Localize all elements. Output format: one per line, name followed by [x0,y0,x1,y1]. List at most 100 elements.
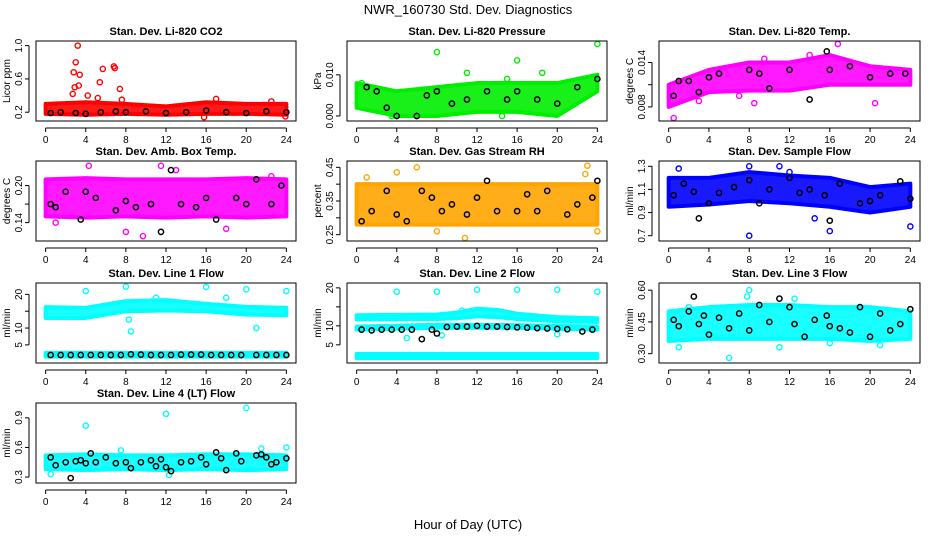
black-data-point [393,112,401,120]
y-tick-label: 0.9 [14,410,25,424]
black-data-point [428,194,436,201]
x-tick-label: 16 [512,377,524,388]
black-data-point [670,191,678,199]
black-data-point [82,188,90,196]
black-data-point [876,191,884,199]
panel-9: Stan. Dev. Line 3 Flow ml/min 0 4 8 12 16 20 24 0… [625,268,921,388]
x-tick-label: 24 [592,377,604,388]
black-data-point [262,351,270,359]
x-tick-label: 20 [864,135,876,146]
x-tick-label: 12 [160,255,172,266]
data-point [222,294,230,302]
black-data-point [493,323,501,330]
black-data-point [675,322,683,330]
data-point [826,227,834,235]
x-tick-label: 16 [824,135,836,146]
black-data-point [573,201,581,208]
black-data-point [232,450,240,457]
black-data-point [705,199,713,207]
black-data-point [127,464,135,472]
black-data-point [705,73,713,81]
black-data-point [786,66,793,74]
data-cloud [43,298,289,320]
black-data-point [252,176,260,183]
panel-title: Stan. Dev. Line 1 Flow [108,268,224,280]
x-tick-label: 16 [512,255,524,266]
black-data-point [823,48,831,55]
black-data-point [72,109,80,117]
black-data-point [77,456,85,464]
panel-6: Stan. Dev. Sample Flow ml/min 0 4 8 12 16 20 24 0… [625,146,921,266]
black-data-point [92,458,100,466]
black-data-point [513,324,521,331]
panel-title: Stan. Dev. Line 2 Flow [419,268,535,280]
x-tick-label: 24 [905,377,917,388]
data-point [117,447,125,454]
x-tick-label: 8 [746,377,752,388]
data-cloud [666,170,913,215]
data-point [907,223,914,230]
black-data-point [283,108,290,116]
data-point [127,328,135,335]
x-tick-label: 0 [354,377,360,388]
black-data-point [358,326,365,333]
y-tick-label: 0.014 [637,50,648,75]
y-axis-label: degrees C [625,58,636,104]
black-data-point [117,351,125,359]
panel-8: Stan. Dev. Line 2 Flow ml/min 0 4 8 12 16 20 24 5… [313,268,608,388]
x-tick-label: 0 [43,377,49,388]
black-data-point [543,325,551,332]
black-data-point [836,180,844,187]
data-point [52,219,59,226]
x-tick-label: 0 [354,135,360,146]
x-tick-label: 0 [354,255,360,266]
black-data-point [222,108,230,116]
black-data-point [368,327,376,334]
data-point [750,99,758,107]
x-tick-label: 12 [471,135,483,146]
x-tick-label: 4 [83,255,89,266]
x-tick-label: 0 [666,135,672,146]
data-point [745,232,753,240]
black-data-point [846,329,854,336]
black-data-point [157,351,165,359]
x-tick-label: 4 [83,497,89,508]
black-data-point [363,83,371,91]
data-point [675,344,683,351]
y-tick-label: 0.6 [14,440,25,454]
black-data-point [157,455,165,463]
y-axis-label: ml/min [313,308,324,337]
black-data-point [197,351,205,358]
data-point [76,71,84,79]
data-point [473,286,481,294]
panel-title: Stan. Dev. Line 4 (LT) Flow [97,388,236,400]
x-tick-label: 0 [43,497,49,508]
black-data-point [533,207,541,215]
data-point [69,90,77,98]
y-tick-label: 0.3 [14,470,25,484]
main-title: NWR_160730 Std. Dev. Diagnostics [363,2,573,17]
data-point [118,96,126,104]
x-tick-label: 20 [241,255,253,266]
x-tick-label: 20 [552,377,564,388]
black-data-point [237,457,245,465]
black-data-point [127,350,135,358]
black-data-point [207,351,215,359]
black-data-point [82,110,90,118]
black-data-point [62,458,70,466]
black-data-point [473,194,481,201]
black-data-point [222,466,230,474]
data-point [498,112,506,120]
x-tick-label: 12 [471,377,483,388]
data-point [776,162,783,170]
black-data-point [358,217,365,225]
black-data-point [428,326,436,333]
black-data-point [735,310,743,317]
x-tick-label: 20 [241,497,253,508]
black-data-point [433,330,441,337]
data-point [252,324,260,332]
black-data-point [102,453,110,461]
x-tick-label: 24 [281,377,293,388]
black-data-point [448,201,456,208]
